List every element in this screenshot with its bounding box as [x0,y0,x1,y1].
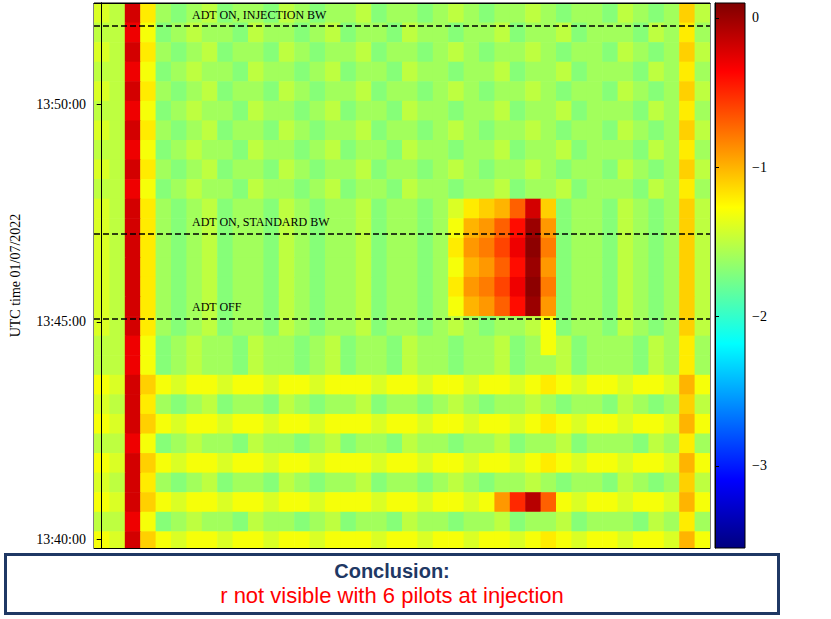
svg-text:13:45:00: 13:45:00 [36,314,86,329]
svg-text:13:40:00: 13:40:00 [36,532,86,547]
svg-text:13:50:00: 13:50:00 [36,97,86,112]
svg-text:UTC time 01/07/2022: UTC time 01/07/2022 [8,214,23,338]
svg-text:−2: −2 [752,309,767,324]
svg-text:0: 0 [752,10,759,25]
svg-text:ADT ON, STANDARD BW: ADT ON, STANDARD BW [192,215,330,229]
svg-text:ADT ON, INJECTION BW: ADT ON, INJECTION BW [192,8,327,22]
svg-text:−1: −1 [752,160,767,175]
html-text:r not visible with 6 pilots at: r not visible with 6 pilots at injection [220,583,564,608]
svg-text:−3: −3 [752,458,767,473]
html-text:Conclusion:: Conclusion: [334,560,450,582]
svg-text:ADT OFF: ADT OFF [192,300,242,314]
